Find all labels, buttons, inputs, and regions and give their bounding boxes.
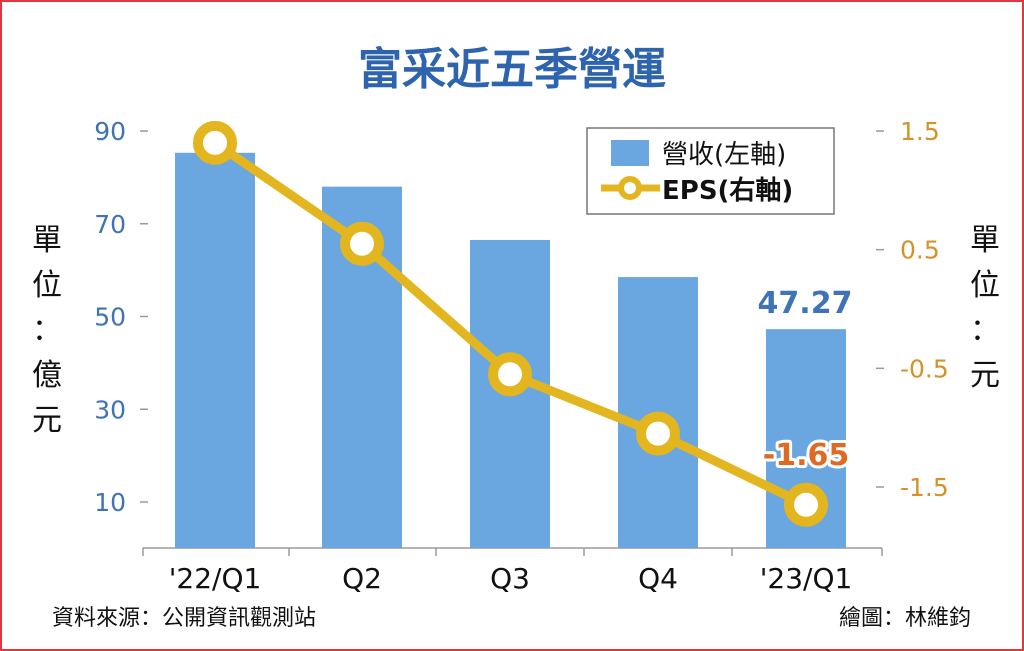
revenue-bar <box>175 152 255 548</box>
right-tick-label: 1.5 <box>900 117 940 146</box>
unit-label-char: ： <box>32 313 62 348</box>
x-category-label: Q3 <box>490 562 530 595</box>
eps-line-series <box>193 120 828 527</box>
unit-label-char: 億 <box>32 358 62 393</box>
legend-eps-label: EPS(右軸) <box>662 175 793 206</box>
eps-point-marker <box>193 120 237 165</box>
eps-point-marker <box>636 411 680 456</box>
legend-marker-swatch <box>618 176 642 200</box>
source-note: 資料來源：公開資訊觀測站 <box>52 606 316 631</box>
eps-point-marker <box>784 482 828 527</box>
right-axis-unit-label: 單位 ： 元 <box>970 223 1000 393</box>
x-category-label: '23/Q1 <box>760 562 853 595</box>
credit-note: 繪圖：林維鈞 <box>839 606 971 631</box>
left-tick-label: 30 <box>94 395 126 424</box>
left-tick-label: 90 <box>94 117 126 146</box>
unit-label-char: 位 <box>970 268 1000 303</box>
unit-label-char: 位 <box>32 268 62 303</box>
bar-data-label-last: 47.27 <box>758 286 853 321</box>
unit-label-char: 單 <box>32 223 62 258</box>
legend-revenue-label: 營收(左軸) <box>662 140 786 170</box>
right-tick-label: -0.5 <box>900 354 949 383</box>
right-tick-label: -1.5 <box>900 473 949 502</box>
eps-data-label-halo: -1.65 <box>763 438 849 473</box>
right-tick-label: 0.5 <box>900 236 940 265</box>
left-axis-ticks: 90 70 50 30 10 <box>94 117 148 517</box>
eps-data-label-text: -1.65 <box>763 438 849 473</box>
eps-point-marker <box>488 352 532 397</box>
unit-label-char: 元 <box>970 358 1000 393</box>
right-axis-ticks: 1.5 0.5 -0.5 -1.5 <box>876 117 949 502</box>
left-tick-label: 50 <box>94 303 126 332</box>
x-axis-ticks <box>142 548 883 556</box>
x-category-label: '22/Q1 <box>169 562 262 595</box>
left-tick-label: 70 <box>94 210 126 239</box>
left-axis-unit-label: 單位 ： 億元 <box>32 223 62 438</box>
eps-point-marker <box>340 221 384 266</box>
legend-bar-swatch <box>611 140 649 166</box>
x-axis-labels: '22/Q1 Q2 Q3 Q4 '23/Q1 <box>169 562 853 595</box>
eps-data-label-last: -1.65 -1.65 <box>760 435 852 476</box>
chart-title: 富采近五季營運 <box>358 44 666 95</box>
unit-label-char: 單 <box>970 223 1000 258</box>
x-category-label: Q2 <box>342 562 382 595</box>
left-tick-label: 10 <box>94 488 126 517</box>
legend: 營收(左軸) EPS(右軸) <box>586 127 835 215</box>
x-category-label: Q4 <box>638 562 678 595</box>
unit-label-char: ： <box>970 313 1000 348</box>
unit-label-char: 元 <box>32 403 62 438</box>
